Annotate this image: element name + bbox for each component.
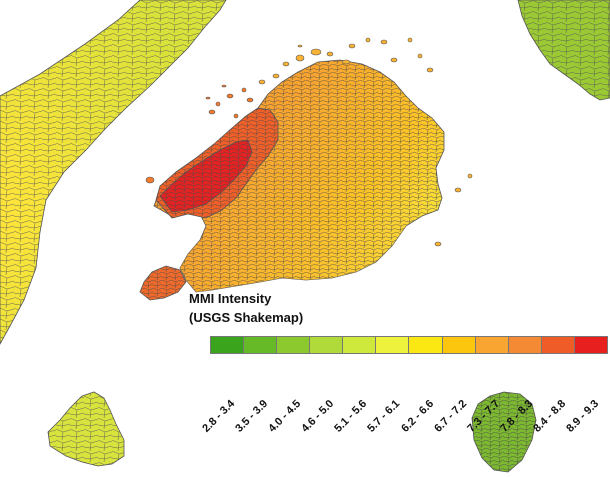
islet: [282, 61, 290, 67]
islet: [426, 67, 434, 73]
islet: [295, 54, 305, 62]
southwest-lobe-parcels: [140, 266, 186, 300]
islet: [221, 84, 227, 88]
south-island-parcels: [48, 392, 124, 466]
islet: [390, 57, 398, 63]
northeast-island-parcels: [518, 0, 610, 100]
islet: [348, 43, 356, 49]
legend-color-bar: [210, 336, 608, 354]
islet: [205, 96, 211, 100]
legend-swatch: [276, 336, 310, 354]
islet: [341, 59, 351, 65]
islet: [365, 37, 371, 43]
islet: [454, 187, 462, 193]
islet: [467, 173, 473, 179]
legend-subtitle: (USGS Shakemap): [189, 310, 304, 325]
legend-swatch: [474, 336, 508, 354]
islet: [407, 37, 413, 43]
legend-swatch: [507, 336, 541, 354]
islet: [233, 113, 239, 119]
islet: [145, 176, 155, 184]
islet: [241, 87, 247, 93]
legend-swatch: [342, 336, 376, 354]
islet: [326, 51, 334, 57]
islet: [417, 53, 423, 59]
islet: [272, 73, 280, 79]
legend-swatch: [573, 336, 608, 354]
legend-swatch: [408, 336, 442, 354]
legend-swatch: [243, 336, 277, 354]
islet: [380, 39, 388, 45]
islet: [226, 93, 234, 99]
west-island-parcels: [0, 0, 226, 344]
islet: [208, 109, 216, 115]
islet: [246, 97, 254, 103]
legend-swatch: [375, 336, 409, 354]
legend-swatch: [309, 336, 343, 354]
legend-swatch: [210, 336, 244, 354]
legend-swatch: [540, 336, 574, 354]
legend-labels: 2.8 - 3.4 3.5 - 3.9 4.0 - 4.5 4.6 - 5.0 5.1 …: [200, 356, 608, 435]
central-island-parcels: [154, 60, 444, 292]
islet: [215, 101, 221, 107]
islet: [310, 48, 322, 56]
legend-title: MMI Intensity: [189, 291, 272, 306]
islet: [434, 241, 442, 247]
islet: [258, 79, 266, 85]
islet: [297, 44, 303, 48]
epicentral-parcels: [160, 140, 252, 212]
southeast-island-parcels: [472, 392, 536, 472]
legend-swatch: [441, 336, 475, 354]
